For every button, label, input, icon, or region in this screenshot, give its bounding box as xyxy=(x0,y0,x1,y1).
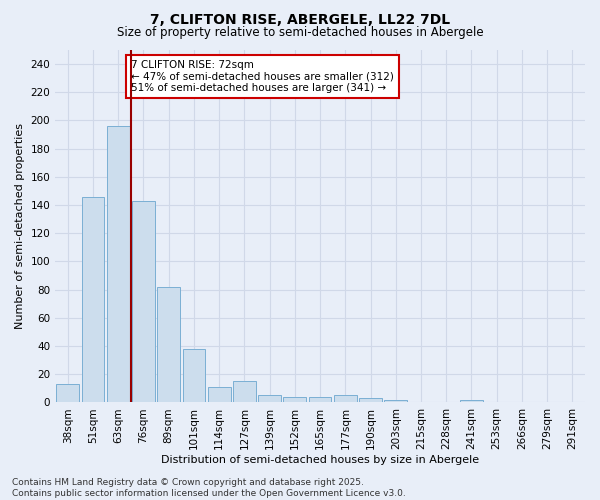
Bar xyxy=(132,201,155,402)
Text: Size of property relative to semi-detached houses in Abergele: Size of property relative to semi-detach… xyxy=(116,26,484,39)
Bar xyxy=(56,384,79,402)
Bar xyxy=(359,398,382,402)
Bar xyxy=(157,287,180,403)
Y-axis label: Number of semi-detached properties: Number of semi-detached properties xyxy=(15,123,25,329)
Bar xyxy=(233,382,256,402)
Text: 7, CLIFTON RISE, ABERGELE, LL22 7DL: 7, CLIFTON RISE, ABERGELE, LL22 7DL xyxy=(150,12,450,26)
Bar xyxy=(460,400,483,402)
Bar xyxy=(208,387,230,402)
Bar xyxy=(258,396,281,402)
Bar xyxy=(309,397,331,402)
Text: 7 CLIFTON RISE: 72sqm
← 47% of semi-detached houses are smaller (312)
51% of sem: 7 CLIFTON RISE: 72sqm ← 47% of semi-deta… xyxy=(131,60,394,93)
X-axis label: Distribution of semi-detached houses by size in Abergele: Distribution of semi-detached houses by … xyxy=(161,455,479,465)
Bar xyxy=(385,400,407,402)
Bar xyxy=(182,349,205,403)
Bar xyxy=(334,396,356,402)
Bar xyxy=(283,397,306,402)
Text: Contains HM Land Registry data © Crown copyright and database right 2025.
Contai: Contains HM Land Registry data © Crown c… xyxy=(12,478,406,498)
Bar xyxy=(107,126,130,402)
Bar xyxy=(82,196,104,402)
